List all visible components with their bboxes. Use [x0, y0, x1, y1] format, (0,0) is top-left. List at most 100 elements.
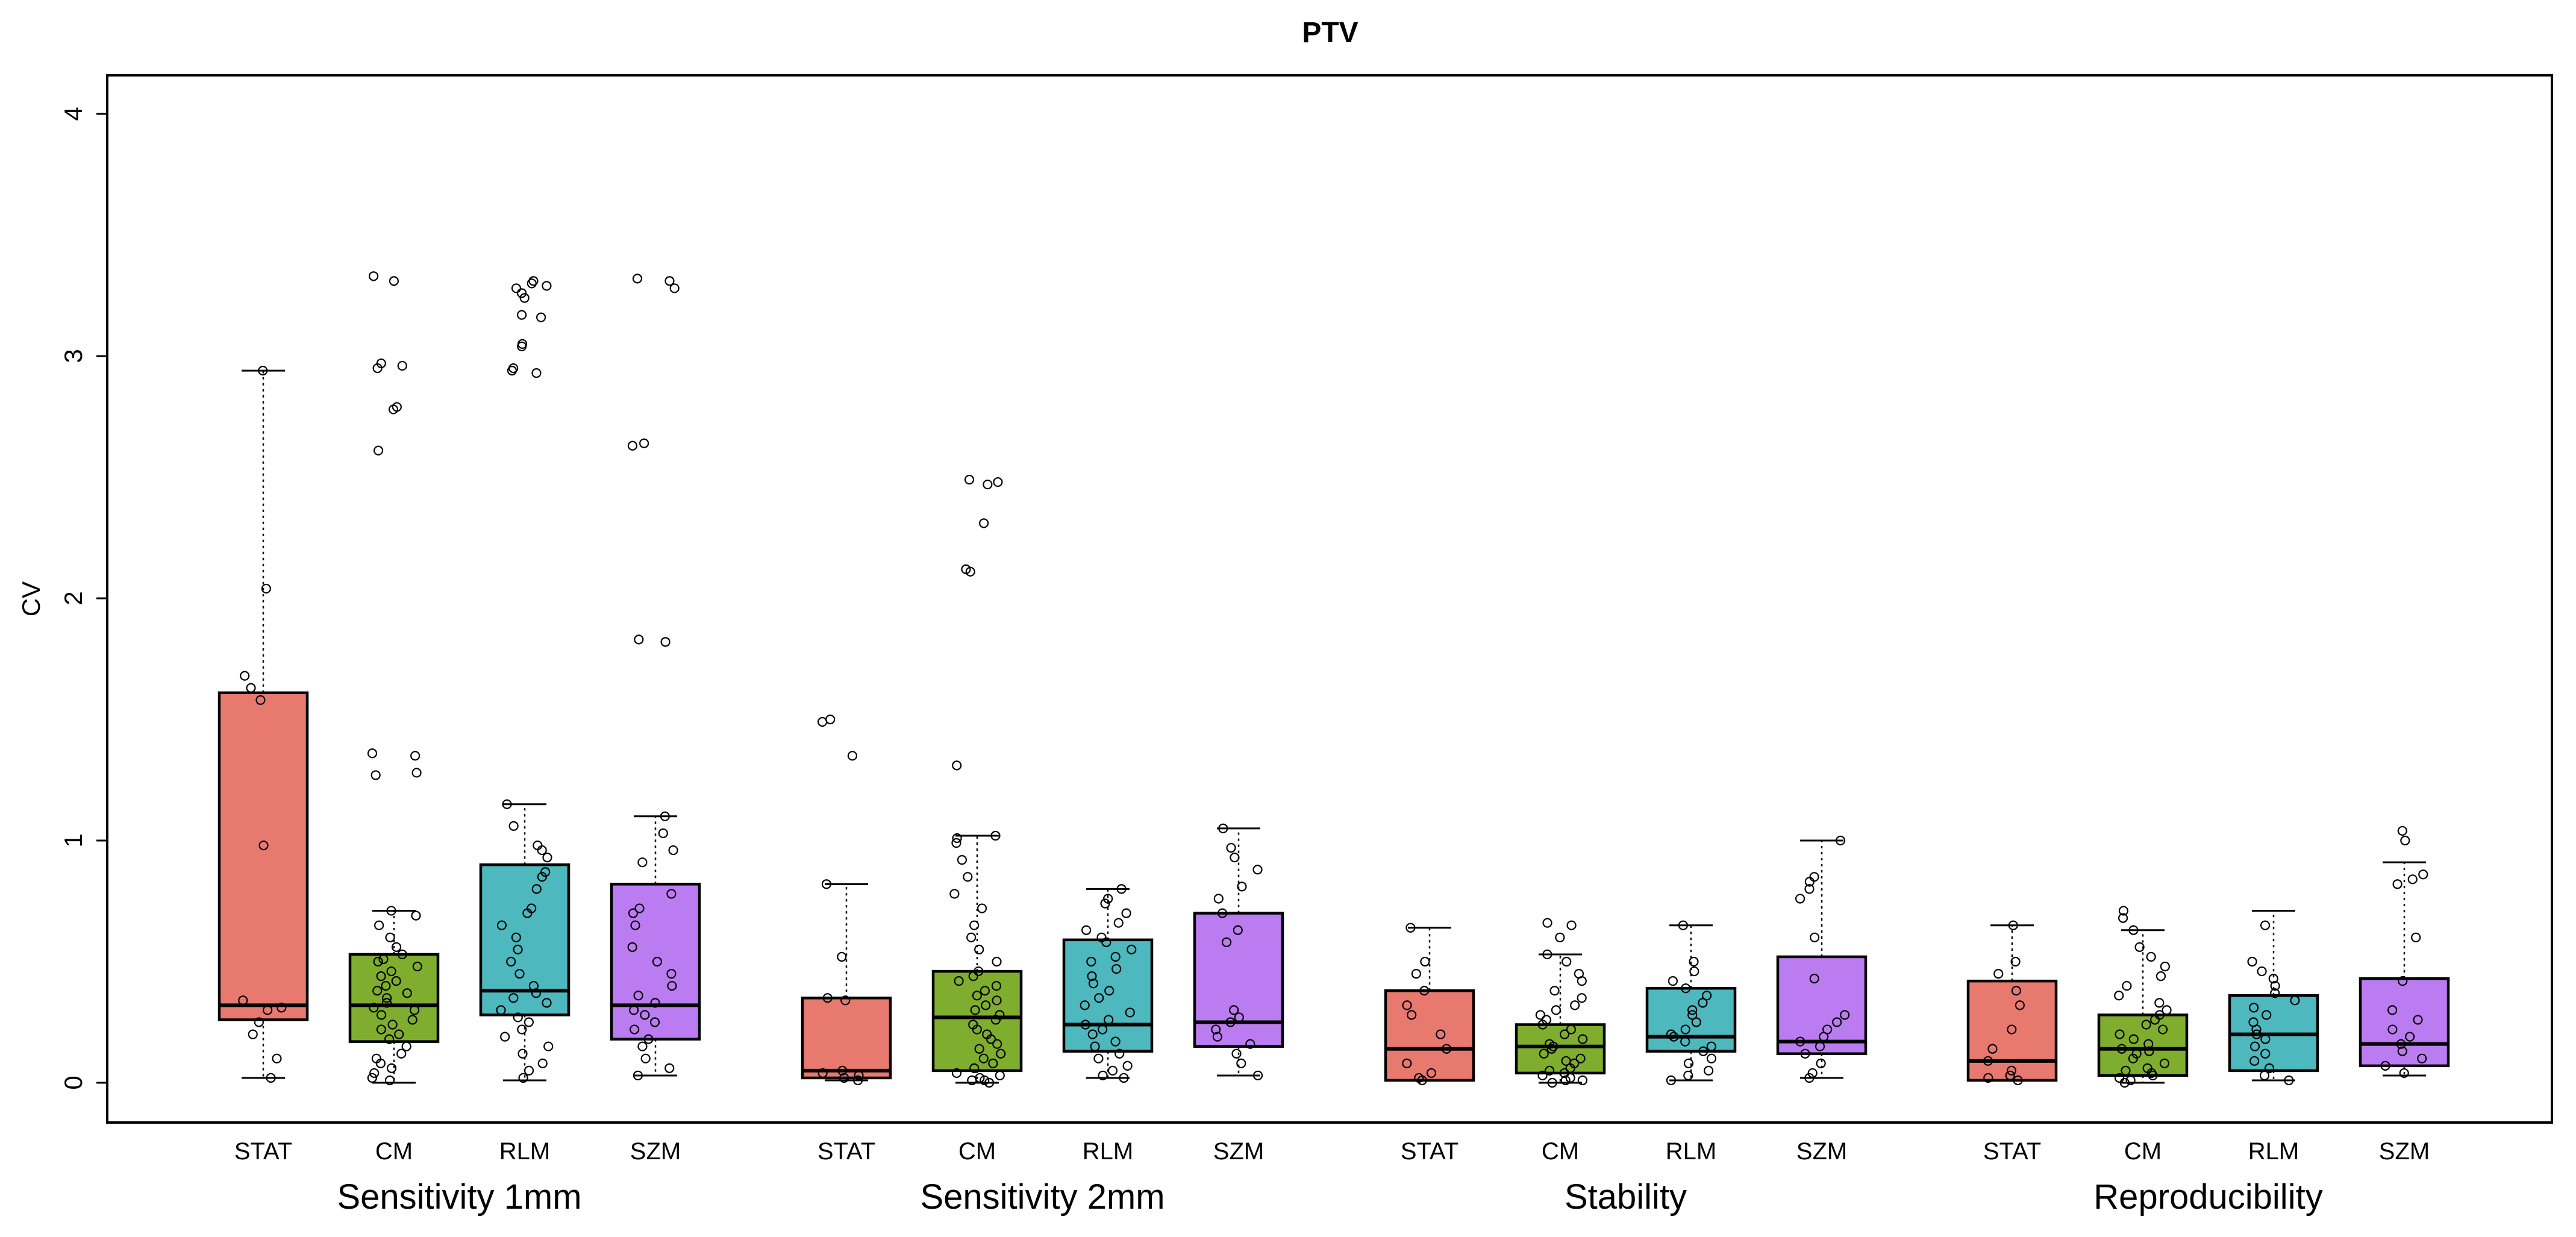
data-point: [385, 932, 395, 942]
data-point: [2008, 920, 2018, 930]
data-point: [640, 1010, 650, 1020]
data-point: [2131, 1048, 2142, 1059]
data-point: [410, 751, 420, 761]
data-point: [376, 1010, 387, 1020]
data-point: [640, 1053, 651, 1063]
data-point: [2413, 1015, 2423, 1025]
data-point: [2418, 869, 2428, 880]
data-point: [381, 981, 391, 991]
data-point: [2260, 1034, 2271, 1044]
data-point: [1704, 1065, 1714, 1076]
data-point: [2118, 913, 2128, 923]
data-point: [650, 998, 660, 1008]
data-point: [375, 1058, 386, 1068]
data-point: [1113, 918, 1124, 928]
data-point: [1237, 882, 1247, 892]
data-point: [397, 360, 407, 371]
data-point: [1110, 1036, 1121, 1047]
data-point: [1252, 1070, 1263, 1081]
data-point: [1993, 968, 2004, 979]
box-cm: [931, 474, 1023, 1088]
data-point: [2270, 988, 2280, 998]
data-point: [1094, 993, 1104, 1003]
data-point: [1101, 937, 1111, 947]
data-point: [373, 445, 384, 456]
data-point: [2284, 1075, 2294, 1086]
data-point: [1577, 993, 1587, 1003]
data-point: [391, 942, 402, 952]
data-point: [518, 1073, 528, 1083]
data-point: [1566, 920, 1577, 930]
data-point: [531, 368, 542, 378]
data-point: [1669, 1032, 1679, 1042]
data-point: [990, 830, 1001, 841]
x-tick-label: STAT: [818, 1138, 875, 1165]
data-point: [980, 1075, 990, 1086]
data-point: [2257, 966, 2267, 977]
data-point: [2400, 835, 2410, 846]
data-point: [1086, 956, 1096, 967]
x-tick-label: SZM: [1213, 1138, 1264, 1165]
data-point: [1535, 1010, 1545, 1020]
data-point: [517, 310, 527, 320]
box-rlm: [479, 276, 571, 1083]
data-point: [1116, 884, 1127, 894]
data-point: [2262, 1010, 2272, 1020]
data-point: [502, 799, 512, 809]
data-point: [1575, 1053, 1586, 1063]
data-point: [1098, 1024, 1108, 1035]
data-point: [522, 908, 533, 918]
data-point: [378, 954, 389, 965]
data-point: [2387, 1005, 2398, 1015]
data-point: [2013, 1075, 2023, 1086]
data-point: [394, 1029, 404, 1039]
data-point: [1816, 1058, 1826, 1068]
data-point: [643, 1034, 654, 1044]
data-point: [1087, 971, 1097, 982]
box-iqr: [610, 883, 701, 1041]
data-point: [543, 1041, 554, 1051]
data-point: [516, 288, 527, 298]
data-point: [1566, 1024, 1577, 1035]
data-point: [2146, 951, 2156, 962]
data-point: [969, 1063, 980, 1073]
data-point: [633, 991, 643, 1001]
data-point: [386, 966, 396, 977]
data-point: [1547, 1077, 1557, 1088]
data-point: [1983, 1073, 1993, 1083]
data-point: [978, 1053, 989, 1063]
data-point: [996, 1048, 1006, 1059]
data-point: [1100, 898, 1110, 909]
data-point: [1542, 949, 1552, 960]
data-point: [381, 998, 392, 1008]
data-point: [992, 995, 1002, 1006]
box-rlm: [2228, 910, 2319, 1086]
data-point: [854, 1070, 864, 1081]
data-point: [664, 1063, 675, 1073]
data-point: [667, 981, 677, 991]
data-point: [2398, 976, 2408, 986]
x-tick-label: CM: [2124, 1138, 2162, 1165]
data-point: [2407, 874, 2418, 885]
data-point: [628, 908, 639, 918]
data-point: [629, 1005, 639, 1015]
data-point: [374, 920, 384, 930]
data-point: [979, 518, 989, 528]
data-point: [1678, 920, 1688, 930]
y-axis: 0 1 2 3 4: [59, 107, 108, 1090]
data-point: [988, 1058, 998, 1068]
data-point: [2122, 981, 2132, 991]
box-iqr: [1515, 1023, 1606, 1075]
data-point: [1804, 884, 1815, 894]
data-point: [969, 920, 980, 930]
data-point: [1683, 1070, 1693, 1081]
data-point: [1121, 908, 1131, 918]
data-point: [1218, 823, 1228, 834]
data-point: [2015, 1000, 2025, 1010]
data-point: [536, 312, 546, 322]
data-point: [1419, 986, 1430, 996]
data-point: [630, 1024, 640, 1035]
data-point: [1103, 894, 1113, 904]
data-point: [2251, 1029, 2262, 1039]
